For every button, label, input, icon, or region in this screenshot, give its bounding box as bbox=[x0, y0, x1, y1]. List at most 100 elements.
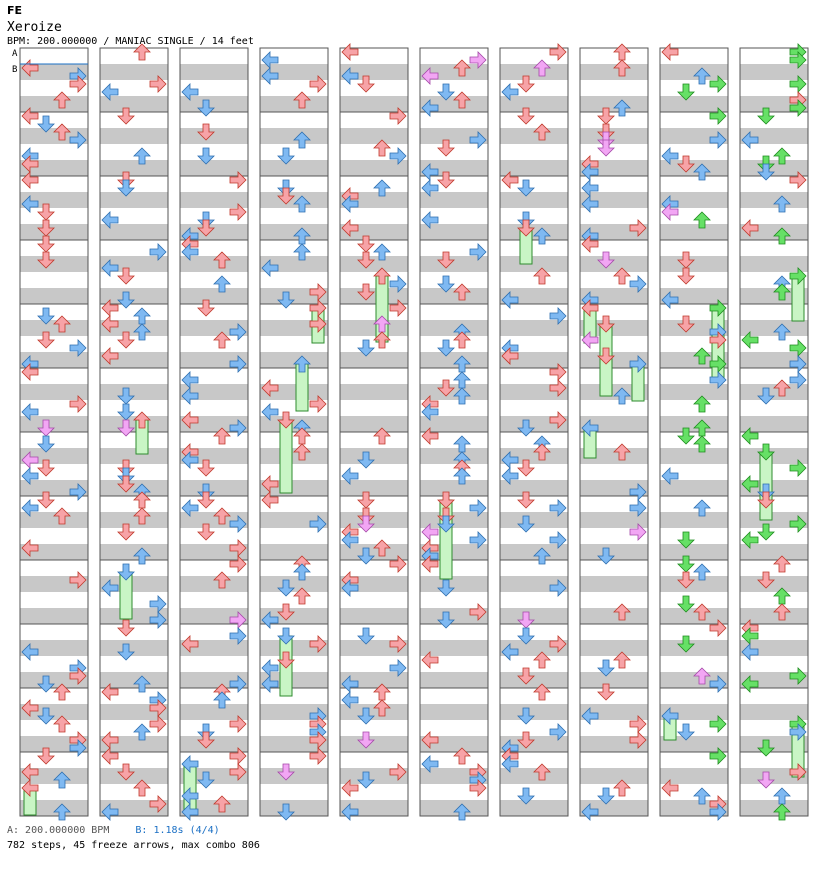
step-arrow bbox=[453, 331, 471, 349]
beat-stripe bbox=[740, 608, 808, 624]
step-arrow bbox=[261, 491, 279, 509]
step-arrow bbox=[117, 331, 135, 349]
step-arrow bbox=[181, 371, 199, 389]
step-arrow bbox=[133, 147, 151, 165]
step-arrow bbox=[309, 395, 327, 413]
step-arrow bbox=[501, 171, 519, 189]
step-arrow bbox=[581, 299, 599, 317]
beat-stripe bbox=[260, 768, 328, 784]
step-arrow bbox=[677, 571, 695, 589]
beat-stripe bbox=[420, 640, 488, 656]
beat-stripe bbox=[580, 512, 648, 528]
step-arrow bbox=[181, 787, 199, 805]
beat-stripe bbox=[740, 416, 808, 432]
step-arrow bbox=[181, 451, 199, 469]
step-arrow bbox=[181, 803, 199, 821]
step-arrow bbox=[37, 419, 55, 437]
step-arrow bbox=[53, 123, 71, 141]
step-arrow bbox=[709, 619, 727, 637]
step-arrow bbox=[341, 779, 359, 797]
step-arrow bbox=[213, 507, 231, 525]
beat-stripe bbox=[740, 800, 808, 816]
step-arrow bbox=[469, 603, 487, 621]
step-arrow bbox=[149, 795, 167, 813]
step-arrow bbox=[757, 771, 775, 789]
step-arrow bbox=[597, 251, 615, 269]
step-arrow bbox=[789, 355, 807, 373]
step-arrow bbox=[101, 683, 119, 701]
chart-column bbox=[19, 47, 89, 821]
step-arrow bbox=[197, 99, 215, 117]
step-arrow bbox=[517, 667, 535, 685]
beat-stripe bbox=[580, 768, 648, 784]
step-arrow bbox=[357, 339, 375, 357]
step-arrow bbox=[357, 771, 375, 789]
step-arrow bbox=[181, 499, 199, 517]
step-arrow bbox=[37, 491, 55, 509]
step-arrow bbox=[549, 411, 567, 429]
step-arrow bbox=[229, 419, 247, 437]
step-arrow bbox=[277, 627, 295, 645]
step-arrow bbox=[341, 579, 359, 597]
step-arrow bbox=[421, 651, 439, 669]
beat-stripe bbox=[100, 64, 168, 80]
step-arrow bbox=[373, 699, 391, 717]
step-arrow bbox=[677, 555, 695, 573]
beat-stripe bbox=[580, 128, 648, 144]
step-arrow bbox=[133, 779, 151, 797]
step-arrow bbox=[437, 83, 455, 101]
step-arrow bbox=[373, 243, 391, 261]
step-arrow bbox=[501, 755, 519, 773]
step-arrow bbox=[677, 635, 695, 653]
step-arrow bbox=[117, 387, 135, 405]
step-arrow bbox=[341, 467, 359, 485]
beat-stripe bbox=[340, 256, 408, 272]
step-arrow bbox=[533, 763, 551, 781]
step-arrow bbox=[773, 803, 791, 821]
beat-stripe bbox=[100, 128, 168, 144]
step-arrow bbox=[629, 499, 647, 517]
step-arrow bbox=[309, 299, 327, 317]
step-arrow bbox=[21, 403, 39, 421]
step-arrow bbox=[709, 371, 727, 389]
step-arrow bbox=[613, 387, 631, 405]
step-arrow bbox=[101, 83, 119, 101]
step-arrow bbox=[309, 747, 327, 765]
step-arrow bbox=[229, 171, 247, 189]
step-arrow bbox=[37, 219, 55, 237]
step-arrow bbox=[789, 371, 807, 389]
beat-stripe bbox=[260, 96, 328, 112]
step-arrow bbox=[549, 635, 567, 653]
step-arrow bbox=[117, 475, 135, 493]
step-arrow bbox=[229, 555, 247, 573]
step-arrow bbox=[229, 611, 247, 629]
step-arrow bbox=[693, 163, 711, 181]
step-arrow bbox=[773, 195, 791, 213]
step-arrow bbox=[789, 723, 807, 741]
beat-stripe bbox=[260, 128, 328, 144]
step-arrow bbox=[709, 715, 727, 733]
step-arrow bbox=[357, 731, 375, 749]
step-arrow bbox=[757, 387, 775, 405]
step-arrow bbox=[501, 291, 519, 309]
step-arrow bbox=[693, 563, 711, 581]
step-arrow bbox=[789, 515, 807, 533]
step-arrow bbox=[517, 611, 535, 629]
step-arrow bbox=[117, 267, 135, 285]
step-arrow bbox=[501, 451, 519, 469]
step-arrow bbox=[277, 291, 295, 309]
beat-stripe bbox=[260, 416, 328, 432]
step-arrow bbox=[357, 235, 375, 253]
step-arrow bbox=[69, 75, 87, 93]
step-arrow bbox=[101, 259, 119, 277]
beat-stripe bbox=[100, 544, 168, 560]
step-arrow bbox=[741, 331, 759, 349]
step-arrow bbox=[133, 43, 151, 61]
step-arrow bbox=[709, 747, 727, 765]
beat-stripe bbox=[580, 544, 648, 560]
step-arrow bbox=[533, 227, 551, 245]
beat-stripe bbox=[340, 608, 408, 624]
step-arrow bbox=[309, 283, 327, 301]
beat-stripe bbox=[340, 288, 408, 304]
